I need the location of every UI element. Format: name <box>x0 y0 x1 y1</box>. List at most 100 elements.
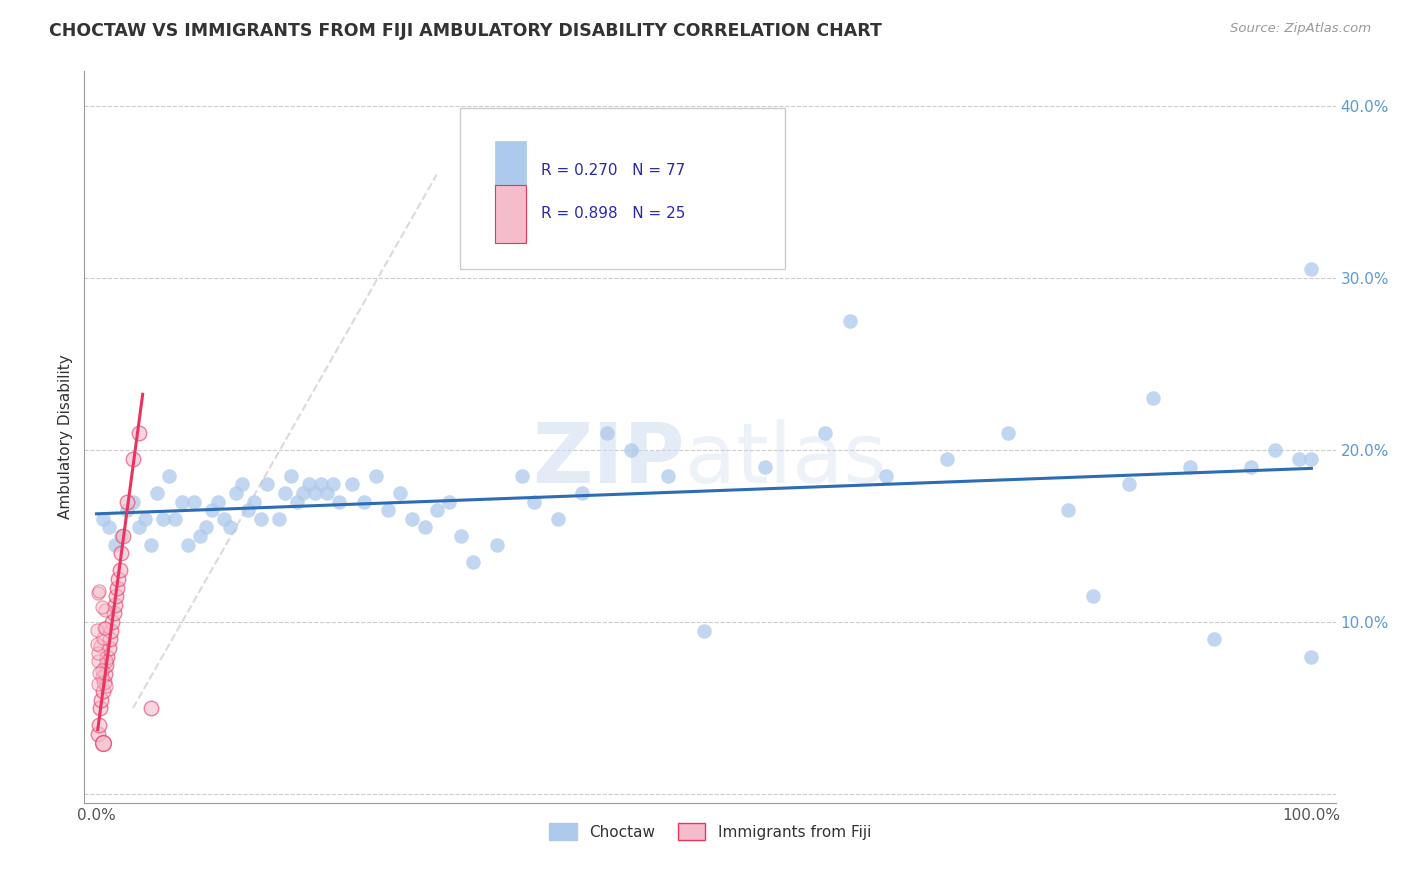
Point <box>1288 451 1310 466</box>
Point <box>183 494 205 508</box>
Point <box>90 600 112 615</box>
Point <box>96 649 118 664</box>
Point <box>620 442 643 457</box>
Point <box>97 640 120 655</box>
Point <box>1142 392 1164 406</box>
Point <box>426 503 449 517</box>
Point <box>256 477 278 491</box>
Point <box>91 735 114 749</box>
Point <box>122 494 145 508</box>
Text: ZIP: ZIP <box>533 418 685 500</box>
Point <box>115 494 138 508</box>
Point <box>87 727 110 741</box>
Point <box>100 624 122 638</box>
Point <box>201 503 224 517</box>
Point <box>94 603 117 617</box>
Point <box>838 314 860 328</box>
Point <box>754 460 776 475</box>
Point <box>165 512 187 526</box>
Point <box>997 425 1019 440</box>
Point <box>364 468 387 483</box>
Point <box>141 701 163 715</box>
Point <box>322 477 344 491</box>
Point <box>207 494 229 508</box>
Point <box>170 494 193 508</box>
Point <box>1118 477 1140 491</box>
Point <box>1204 632 1226 647</box>
Point <box>91 669 114 683</box>
Point <box>98 632 121 647</box>
Point <box>243 494 266 508</box>
Point <box>87 666 110 681</box>
Point <box>1057 503 1080 517</box>
Point <box>93 621 115 635</box>
Text: CHOCTAW VS IMMIGRANTS FROM FIJI AMBULATORY DISABILITY CORRELATION CHART: CHOCTAW VS IMMIGRANTS FROM FIJI AMBULATO… <box>49 22 882 40</box>
Point <box>693 624 716 638</box>
Point <box>875 468 897 483</box>
FancyBboxPatch shape <box>495 185 526 244</box>
Point <box>128 425 150 440</box>
Point <box>87 677 110 691</box>
Point <box>188 529 211 543</box>
Point <box>91 684 114 698</box>
FancyBboxPatch shape <box>495 141 526 200</box>
Point <box>152 512 174 526</box>
Point <box>486 538 509 552</box>
Point <box>86 623 108 637</box>
Point <box>108 564 131 578</box>
Point <box>249 512 271 526</box>
Point <box>93 675 115 690</box>
Point <box>87 646 110 660</box>
Point <box>91 663 114 677</box>
Point <box>89 640 111 654</box>
Point <box>89 584 111 599</box>
Legend: Choctaw, Immigrants from Fiji: Choctaw, Immigrants from Fiji <box>543 816 877 847</box>
Point <box>1178 460 1201 475</box>
Point <box>86 637 108 651</box>
Point <box>115 503 138 517</box>
Point <box>93 631 115 645</box>
Point <box>105 581 128 595</box>
Point <box>267 512 290 526</box>
Point <box>1301 649 1323 664</box>
Point <box>231 477 253 491</box>
Point <box>146 486 169 500</box>
Text: R = 0.270   N = 77: R = 0.270 N = 77 <box>541 162 685 178</box>
Point <box>103 607 125 621</box>
Point <box>309 477 332 491</box>
Point <box>1301 451 1323 466</box>
Point <box>94 679 117 693</box>
Point <box>657 468 679 483</box>
FancyBboxPatch shape <box>460 108 785 268</box>
Point <box>413 520 436 534</box>
Point <box>219 520 242 534</box>
Point <box>176 538 198 552</box>
Point <box>90 692 112 706</box>
Point <box>596 425 619 440</box>
Text: Source: ZipAtlas.com: Source: ZipAtlas.com <box>1230 22 1371 36</box>
Point <box>107 572 129 586</box>
Text: R = 0.898   N = 25: R = 0.898 N = 25 <box>541 206 686 221</box>
Point <box>285 494 308 508</box>
Point <box>238 503 260 517</box>
Point <box>194 520 217 534</box>
Point <box>141 538 163 552</box>
Point <box>157 468 180 483</box>
Point <box>97 520 120 534</box>
Point <box>280 468 302 483</box>
Point <box>87 654 110 668</box>
Point <box>96 658 118 673</box>
Point <box>122 451 145 466</box>
Point <box>340 477 363 491</box>
Point <box>304 486 326 500</box>
Point <box>94 654 117 668</box>
Point <box>110 546 132 560</box>
Point <box>91 512 114 526</box>
Text: atlas: atlas <box>685 418 887 500</box>
Point <box>87 718 110 732</box>
Point <box>104 589 127 603</box>
Point <box>547 512 569 526</box>
Point <box>101 615 124 629</box>
Point <box>110 529 132 543</box>
Point <box>94 666 117 681</box>
